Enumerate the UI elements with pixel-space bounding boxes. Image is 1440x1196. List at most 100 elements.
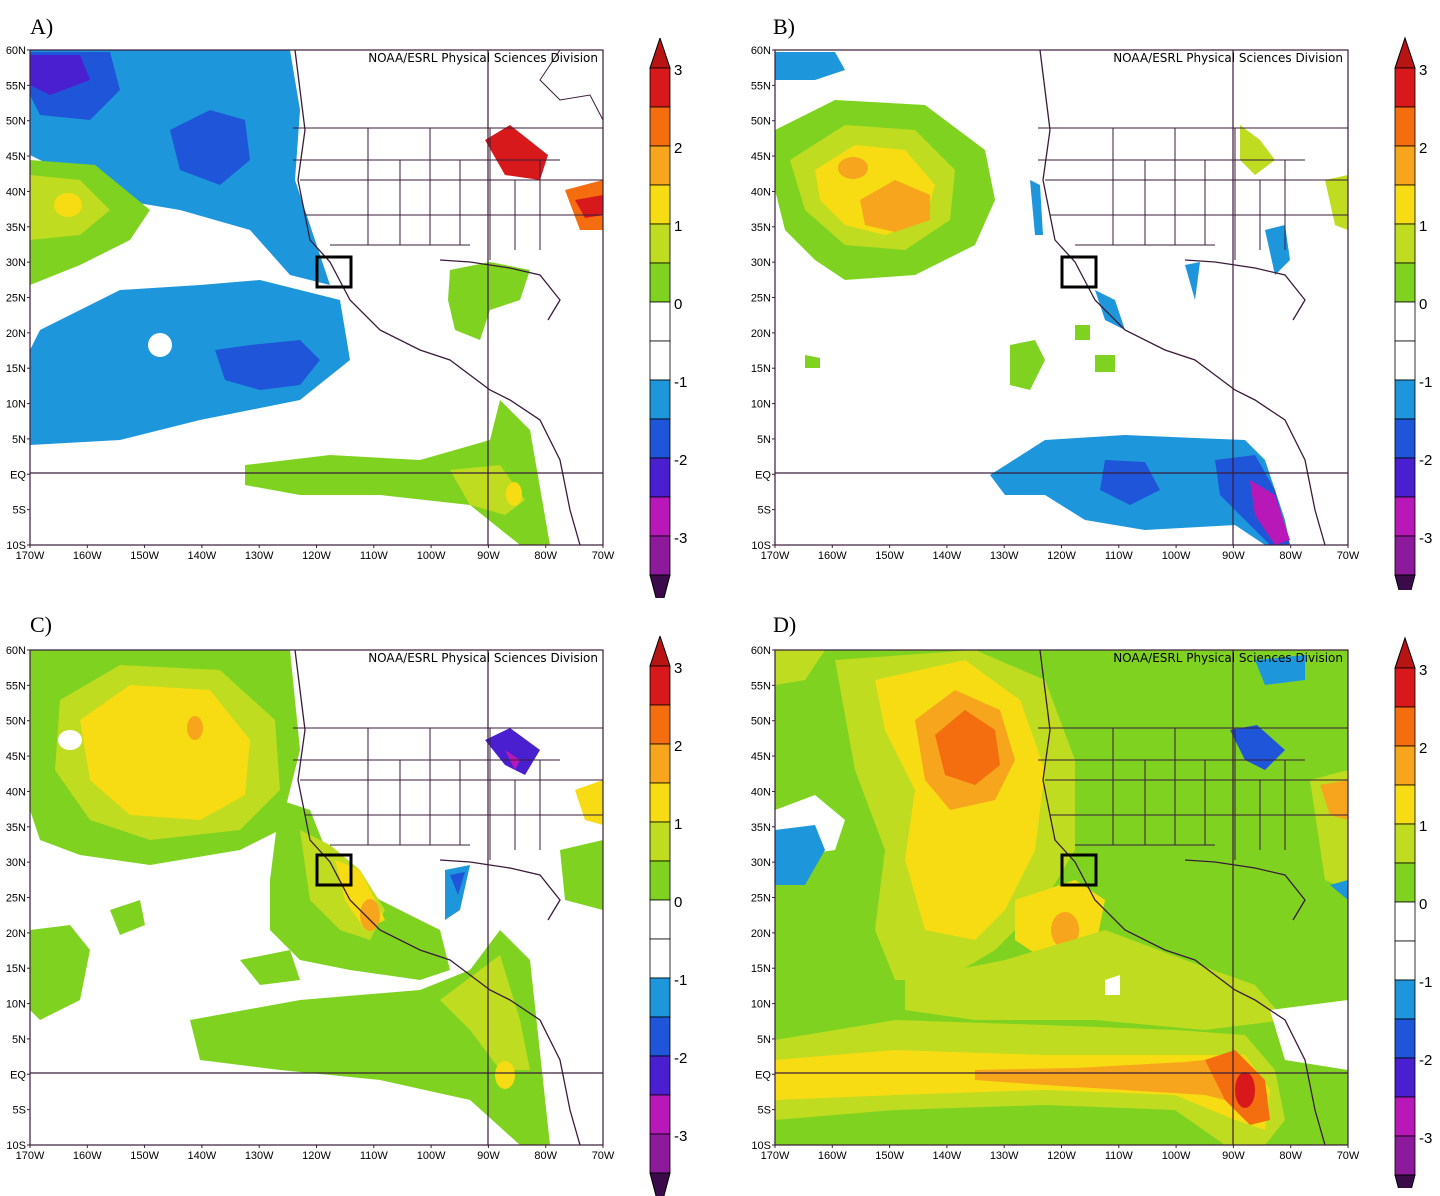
colorbar-segment <box>650 302 670 341</box>
colorbar-lower-triangle <box>650 1173 670 1196</box>
colorbar-label: -3 <box>1419 1130 1432 1147</box>
colorbar-segment <box>1395 185 1415 224</box>
colorbar-c: 3210-1-2-3 <box>645 636 705 1196</box>
lat-tick-label: 55N <box>751 680 771 692</box>
colorbar-segment <box>1395 107 1415 146</box>
lat-tick-label: 10N <box>6 999 26 1011</box>
colorbar-upper-triangle <box>1395 638 1415 668</box>
lon-tick-label: 90W <box>1222 550 1245 562</box>
lon-tick-label: 90W <box>477 1150 500 1162</box>
lat-tick-label: 60N <box>6 45 26 57</box>
lat-tick-label: 40N <box>6 186 26 198</box>
credit-label: NOAA/ESRL Physical Sciences Division <box>1113 651 1343 665</box>
colorbar-segment <box>650 1056 670 1095</box>
lon-tick-label: 110W <box>360 1150 389 1162</box>
colorbar-segment <box>1395 746 1415 785</box>
panel-a: A) <box>0 0 720 590</box>
lat-tick-label: EQ <box>10 469 26 481</box>
colorbar-label: 3 <box>674 660 682 677</box>
lon-tick-label: 170W <box>761 1150 790 1162</box>
colorbar-label: 3 <box>1419 662 1427 679</box>
lon-tick-label: 130W <box>990 550 1019 562</box>
colorbar-label: -2 <box>674 1050 687 1067</box>
lon-tick-label: 170W <box>16 1150 45 1162</box>
lon-tick-label: 110W <box>360 550 389 562</box>
colorbar-upper-triangle <box>650 636 670 666</box>
colorbar-segment <box>1395 263 1415 302</box>
lon-tick-label: 100W <box>1162 1150 1191 1162</box>
colorbar-label: 2 <box>674 738 682 755</box>
lon-axis: 170W 160W 150W 140W 130W 120W 110W 100W 90W 80W 70… <box>16 545 615 562</box>
credit-label: NOAA/ESRL Physical Sciences Division <box>1113 51 1343 65</box>
colorbar-segment <box>650 978 670 1017</box>
lat-tick-label: 10N <box>751 999 771 1011</box>
lon-tick-label: 150W <box>130 1150 159 1162</box>
lon-tick-label: 120W <box>302 1150 331 1162</box>
lat-tick-label: 50N <box>6 716 26 728</box>
lon-tick-label: 100W <box>1162 550 1191 562</box>
colorbar-segment <box>650 146 670 185</box>
lon-tick-label: 140W <box>188 550 217 562</box>
colorbar-segment <box>1395 1097 1415 1136</box>
lat-tick-label: 55N <box>6 680 26 692</box>
colorbar-segment <box>1395 785 1415 824</box>
lon-tick-label: 160W <box>818 1150 847 1162</box>
lat-tick-label: 5N <box>12 1034 26 1046</box>
colorbar-lower-triangle <box>650 575 670 598</box>
lat-tick-label: 25N <box>751 893 771 905</box>
lat-tick-label: 35N <box>6 222 26 234</box>
lon-tick-label: 90W <box>477 550 500 562</box>
colorbar: 3 2 1 0 -1 -2 -3 <box>1395 638 1432 1188</box>
colorbar-label: -1 <box>674 972 687 989</box>
colorbar-label: -3 <box>674 1128 687 1145</box>
lon-tick-label: 80W <box>534 550 557 562</box>
lon-axis: 170W 160W 150W 140W 130W 120W 110W 100W 90W 80W 70… <box>761 1145 1360 1162</box>
lat-tick-label: 40N <box>751 786 771 798</box>
colorbar-segment <box>650 744 670 783</box>
lat-axis: 60N 55N 50N 45N 40N 35N 30N 25N 20N 15N 10N 5N EQ 5S 1… <box>6 45 30 552</box>
lon-tick-label: 80W <box>534 1150 557 1162</box>
lat-tick-label: 45N <box>6 151 26 163</box>
lon-tick-label: 70W <box>592 1150 615 1162</box>
colorbar-label: -2 <box>1419 452 1432 469</box>
lat-tick-label: 55N <box>6 80 26 92</box>
colorbar-label: 3 <box>1419 62 1427 79</box>
lat-tick-label: 55N <box>751 80 771 92</box>
colorbar-segment <box>650 341 670 380</box>
lat-tick-label: 40N <box>6 786 26 798</box>
colorbar-segment <box>650 380 670 419</box>
colorbar-label: 1 <box>674 816 682 833</box>
colorbar-label: -3 <box>1419 530 1432 547</box>
lat-tick-label: EQ <box>755 1069 771 1081</box>
lon-tick-label: 110W <box>1105 1150 1134 1162</box>
lon-axis: 170W 160W 150W 140W 130W 120W 110W 100W 90W 80W 70… <box>761 545 1360 562</box>
lat-tick-label: 50N <box>6 116 26 128</box>
lon-tick-label: 70W <box>1337 1150 1360 1162</box>
lat-tick-label: 15N <box>751 963 771 975</box>
lat-tick-label: 5S <box>13 505 26 517</box>
lat-tick-label: 20N <box>751 928 771 940</box>
colorbar-segment <box>1395 68 1415 107</box>
colorbar-label: 2 <box>674 140 682 157</box>
lat-tick-label: 5S <box>758 1105 771 1117</box>
colorbar-label: -1 <box>1419 374 1432 391</box>
lon-tick-label: 140W <box>188 1150 217 1162</box>
lon-tick-label: 80W <box>1279 550 1302 562</box>
colorbar-label: -1 <box>674 374 687 391</box>
colorbar-label: -2 <box>1419 1052 1432 1069</box>
lat-tick-label: 15N <box>6 363 26 375</box>
lat-tick-label: 30N <box>751 857 771 869</box>
colorbar-segment <box>650 666 670 705</box>
colorbar-segment <box>1395 707 1415 746</box>
colorbar-segment <box>650 224 670 263</box>
panel-b: B) <box>745 0 1440 590</box>
colorbar-label: 1 <box>1419 218 1427 235</box>
credit-label: NOAA/ESRL Physical Sciences Division <box>368 651 598 665</box>
lat-tick-label: 40N <box>751 186 771 198</box>
lon-tick-label: 70W <box>592 550 615 562</box>
lon-axis: 170W 160W 150W 140W 130W 120W 110W 100W 90W 80W 70… <box>16 1145 615 1162</box>
colorbar-segment <box>1395 1136 1415 1175</box>
lon-tick-label: 150W <box>130 550 159 562</box>
sst-anomaly-map: NOAA/ESRL Physical Sciences Division 60N… <box>0 600 720 1188</box>
lat-tick-label: 20N <box>6 328 26 340</box>
